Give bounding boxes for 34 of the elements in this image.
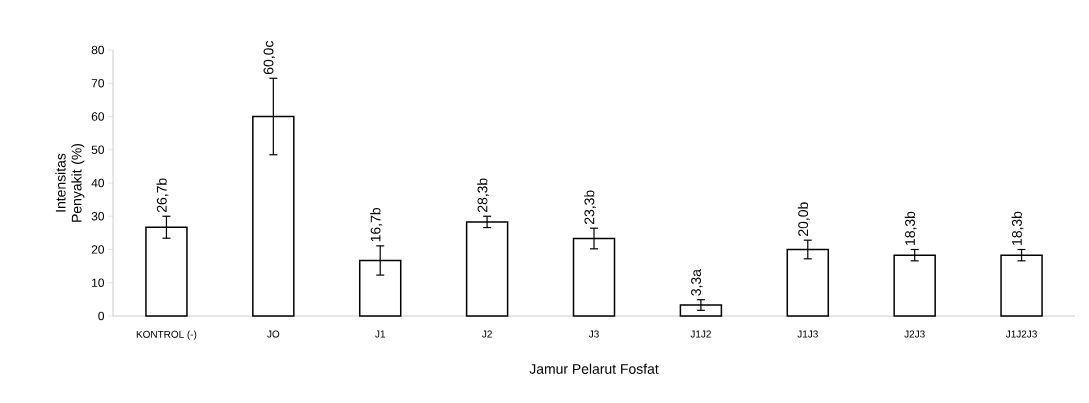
y-tick-label: 0 [98, 311, 105, 321]
x-tick-label: JO [267, 330, 280, 338]
x-tick-label: J1J2J3 [1005, 330, 1037, 338]
data-label: 3,3a [691, 269, 703, 296]
data-label: 16,7b [370, 208, 383, 242]
x-tick-label: J2J3 [904, 330, 925, 338]
y-tick-label: 50 [91, 145, 105, 154]
data-label: 18,3b [904, 211, 917, 245]
bar [1000, 254, 1043, 317]
bar [465, 221, 509, 317]
bar [358, 259, 402, 317]
x-axis-title: Jamur Pelarut Fosfat [529, 363, 659, 374]
data-label: 23,3b [584, 190, 596, 224]
y-tick-label: 40 [91, 178, 105, 188]
data-label: 60,0c [263, 40, 276, 75]
data-label: 18,3b [1011, 211, 1024, 245]
y-tick-label: 20 [91, 245, 105, 254]
data-label: 28,3b [477, 178, 490, 213]
x-tick-label: J1J2 [690, 330, 711, 338]
x-tick-label: J2 [482, 330, 492, 338]
y-tick-label: 80 [91, 45, 105, 55]
x-tick-label: KONTROL (-) [136, 330, 197, 340]
y-tick-label: 30 [91, 212, 105, 221]
data-label: 20,0b [797, 202, 810, 236]
y-tick-label: 10 [92, 278, 105, 287]
x-tick-label: J1 [375, 330, 386, 338]
bar [679, 304, 723, 317]
y-axis-title: Intensitas Penyakit (%) [55, 143, 85, 222]
y-tick-label: 60 [91, 112, 105, 121]
x-tick-label: J1J3 [797, 330, 818, 338]
x-tick-label: J3 [588, 330, 599, 338]
data-label: 26,7b [156, 178, 169, 213]
y-tick-label: 70 [91, 79, 105, 88]
bar [893, 254, 936, 317]
